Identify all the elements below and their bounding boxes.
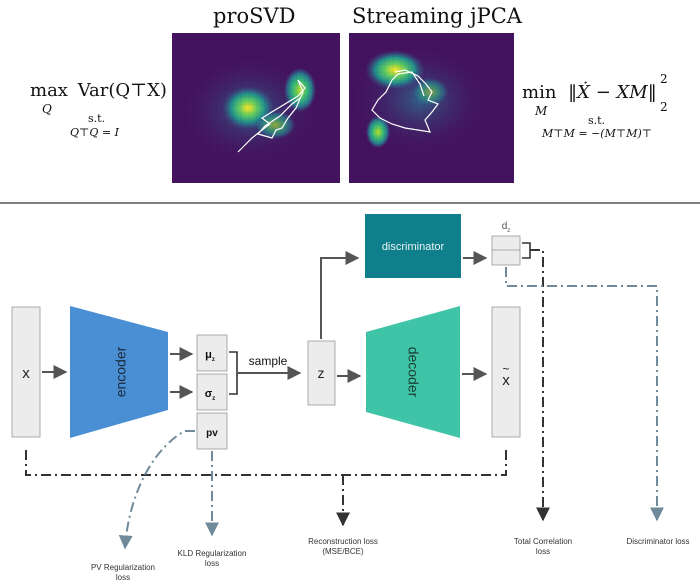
latent-z-label: z <box>318 365 325 381</box>
dz-bracket <box>522 242 531 259</box>
total-correlation-connector <box>530 249 550 522</box>
constraint-left: Q⊤Q = I <box>70 126 119 139</box>
kld-line1: KLD Regularization <box>177 549 247 558</box>
dz-box: dz <box>491 221 521 266</box>
xhat-label: x <box>502 372 510 389</box>
discriminator-loss-label: Discriminator loss <box>620 537 696 547</box>
jpca-title: Streaming jPCA <box>352 4 522 28</box>
jpca-heatmap <box>349 33 514 183</box>
encoder-label: encoder <box>113 346 129 397</box>
encoder-block: encoder <box>70 306 168 438</box>
tc-line2: loss <box>535 547 551 556</box>
tc-line1: Total Correlation <box>513 537 573 546</box>
total-correlation-loss-label: Total Correlation loss <box>510 537 576 557</box>
pv-box: pv <box>196 412 228 450</box>
discriminator-loss-connector <box>505 267 664 522</box>
jpca-trajectory <box>371 69 439 133</box>
svg-text:σz: σz <box>205 388 216 402</box>
sigma-subscript: z <box>212 396 215 402</box>
mu-subscript: z <box>212 357 215 363</box>
st-label-left: s.t. <box>88 112 106 125</box>
pv-reg-line1: PV Regularization <box>90 563 156 572</box>
pv-regularization-loss-label: PV Regularization loss <box>88 563 158 583</box>
dz-subscript: z <box>507 228 510 234</box>
sample-label: sample <box>249 354 288 368</box>
disc-line1: Discriminator loss <box>626 537 690 546</box>
min-operator: min <box>522 82 557 103</box>
decoder-label: decoder <box>405 347 421 398</box>
discriminator-label: discriminator <box>382 241 445 253</box>
pv-reg-line2: loss <box>115 573 131 582</box>
norm-sup: 2 <box>660 72 668 86</box>
latent-z: z <box>307 340 336 406</box>
decoder-block: decoder <box>366 306 460 438</box>
max-subscript: Q <box>42 102 52 116</box>
dz-label: d <box>502 221 508 232</box>
max-operator: max <box>30 80 68 101</box>
prosvd-trajectory <box>237 79 306 153</box>
pv-regularization-connector <box>118 430 195 550</box>
st-label-right: s.t. <box>588 114 606 127</box>
pv-label: pv <box>206 428 218 439</box>
kld-loss-label: KLD Regularization loss <box>172 549 252 569</box>
mu-label: μ <box>205 349 212 361</box>
constraint-right: M⊤M = −(M⊤M)⊤ <box>542 127 653 140</box>
svg-text:μz: μz <box>205 349 215 363</box>
prosvd-heatmap <box>172 33 340 183</box>
prosvd-title: proSVD <box>213 4 296 28</box>
z-to-discriminator-arrow <box>320 251 360 339</box>
min-subscript: M <box>535 104 548 118</box>
sigma-label: σ <box>205 388 213 400</box>
output-xhat: ~ x <box>491 306 521 438</box>
norm-expression: ‖Ẋ − XM‖ <box>568 82 657 103</box>
recon-line2: (MSE/BCE) <box>322 547 364 556</box>
sigma-box: σz <box>196 373 228 411</box>
discriminator-block: discriminator <box>365 214 461 278</box>
recon-line1: Reconstruction loss <box>308 537 378 546</box>
norm-sub: 2 <box>660 100 668 114</box>
svg-text:dz: dz <box>502 221 511 234</box>
input-x-label: x <box>22 365 30 382</box>
kld-line2: loss <box>204 559 220 568</box>
reconstruction-connector <box>25 450 507 476</box>
sample-bracket <box>229 351 238 395</box>
input-x: x <box>11 306 41 438</box>
var-expression: Var(Q⊤X) <box>77 80 167 101</box>
reconstruction-loss-label: Reconstruction loss (MSE/BCE) <box>303 537 383 557</box>
xhat-accent: ~ <box>502 362 509 376</box>
mu-box: μz <box>196 334 228 372</box>
